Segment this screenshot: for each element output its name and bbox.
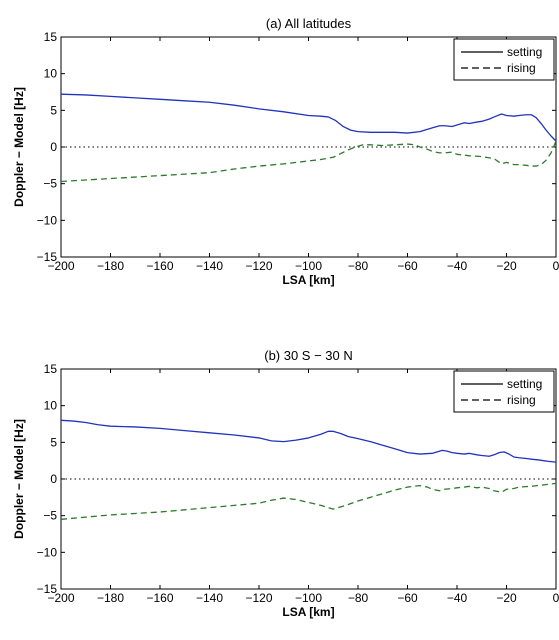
y-tick-label: −10: [37, 545, 58, 559]
legend-label-rising: rising: [507, 61, 536, 75]
x-tick-label: −20: [496, 259, 517, 273]
chart-title: (b) 30 S − 30 N: [264, 348, 353, 363]
chart-panel-2: (b) 30 S − 30 N−200 −180 −160 −140 −120 −100−…: [12, 348, 559, 619]
y-tick-label: −15: [37, 582, 58, 596]
x-tick-label: −140: [196, 591, 223, 605]
x-tick-label: −180: [97, 259, 124, 273]
x-tick-label: −200: [47, 591, 74, 605]
y-tick-label: 15: [44, 30, 58, 44]
x-axis-label: LSA [km]: [282, 605, 334, 619]
legend-label-setting: setting: [507, 377, 542, 391]
x-axis-label: LSA [km]: [282, 273, 334, 287]
series-line-setting: [60, 93, 557, 142]
x-tick-label: −120: [245, 259, 272, 273]
x-tick-label: 0: [553, 591, 559, 605]
x-tick-label: −80: [348, 591, 369, 605]
y-tick-label: −5: [43, 177, 57, 191]
x-tick-label: −20: [496, 591, 517, 605]
legend-label-rising: rising: [507, 393, 536, 407]
x-tick-label: −80: [348, 259, 369, 273]
x-tick-label: 0: [553, 259, 559, 273]
legend-box: [453, 38, 555, 81]
x-tick-label: −40: [447, 591, 468, 605]
x-tick-label: −180: [97, 591, 124, 605]
x-tick-label: −40: [447, 259, 468, 273]
series-line-rising: [60, 140, 557, 183]
series-line-setting: [60, 419, 557, 463]
series-line-rising: [60, 482, 557, 520]
y-tick-label: 0: [50, 472, 57, 486]
x-tick-label: −100: [295, 591, 322, 605]
x-tick-label: −60: [397, 259, 418, 273]
y-tick-label: −15: [37, 250, 58, 264]
x-tick-label: −140: [196, 259, 223, 273]
y-tick-label: 15: [44, 362, 58, 376]
y-tick-label: −5: [43, 509, 57, 523]
y-tick-label: 5: [50, 435, 57, 449]
y-axis-label: Doppler − Model [Hz]: [12, 87, 26, 207]
x-tick-label: −160: [146, 259, 173, 273]
y-tick-label: 10: [44, 399, 58, 413]
x-tick-label: −100: [295, 259, 322, 273]
x-tick-label: −120: [245, 591, 272, 605]
y-axis-label: Doppler − Model [Hz]: [12, 419, 26, 539]
legend-label-setting: setting: [507, 45, 542, 59]
chart-panel-1: (a) All latitudes−200 −180 −160 −140 −120 −10…: [12, 16, 559, 287]
y-tick-label: 5: [50, 103, 57, 117]
legend: setting rising: [453, 370, 555, 413]
y-tick-label: 0: [50, 140, 57, 154]
y-tick-label: 10: [44, 67, 58, 81]
x-tick-label: −160: [146, 591, 173, 605]
x-tick-label: −60: [397, 591, 418, 605]
x-tick-label: −200: [47, 259, 74, 273]
legend-box: [453, 370, 555, 413]
y-tick-label: −10: [37, 213, 58, 227]
legend: setting rising: [453, 38, 555, 81]
chart-title: (a) All latitudes: [266, 16, 352, 31]
